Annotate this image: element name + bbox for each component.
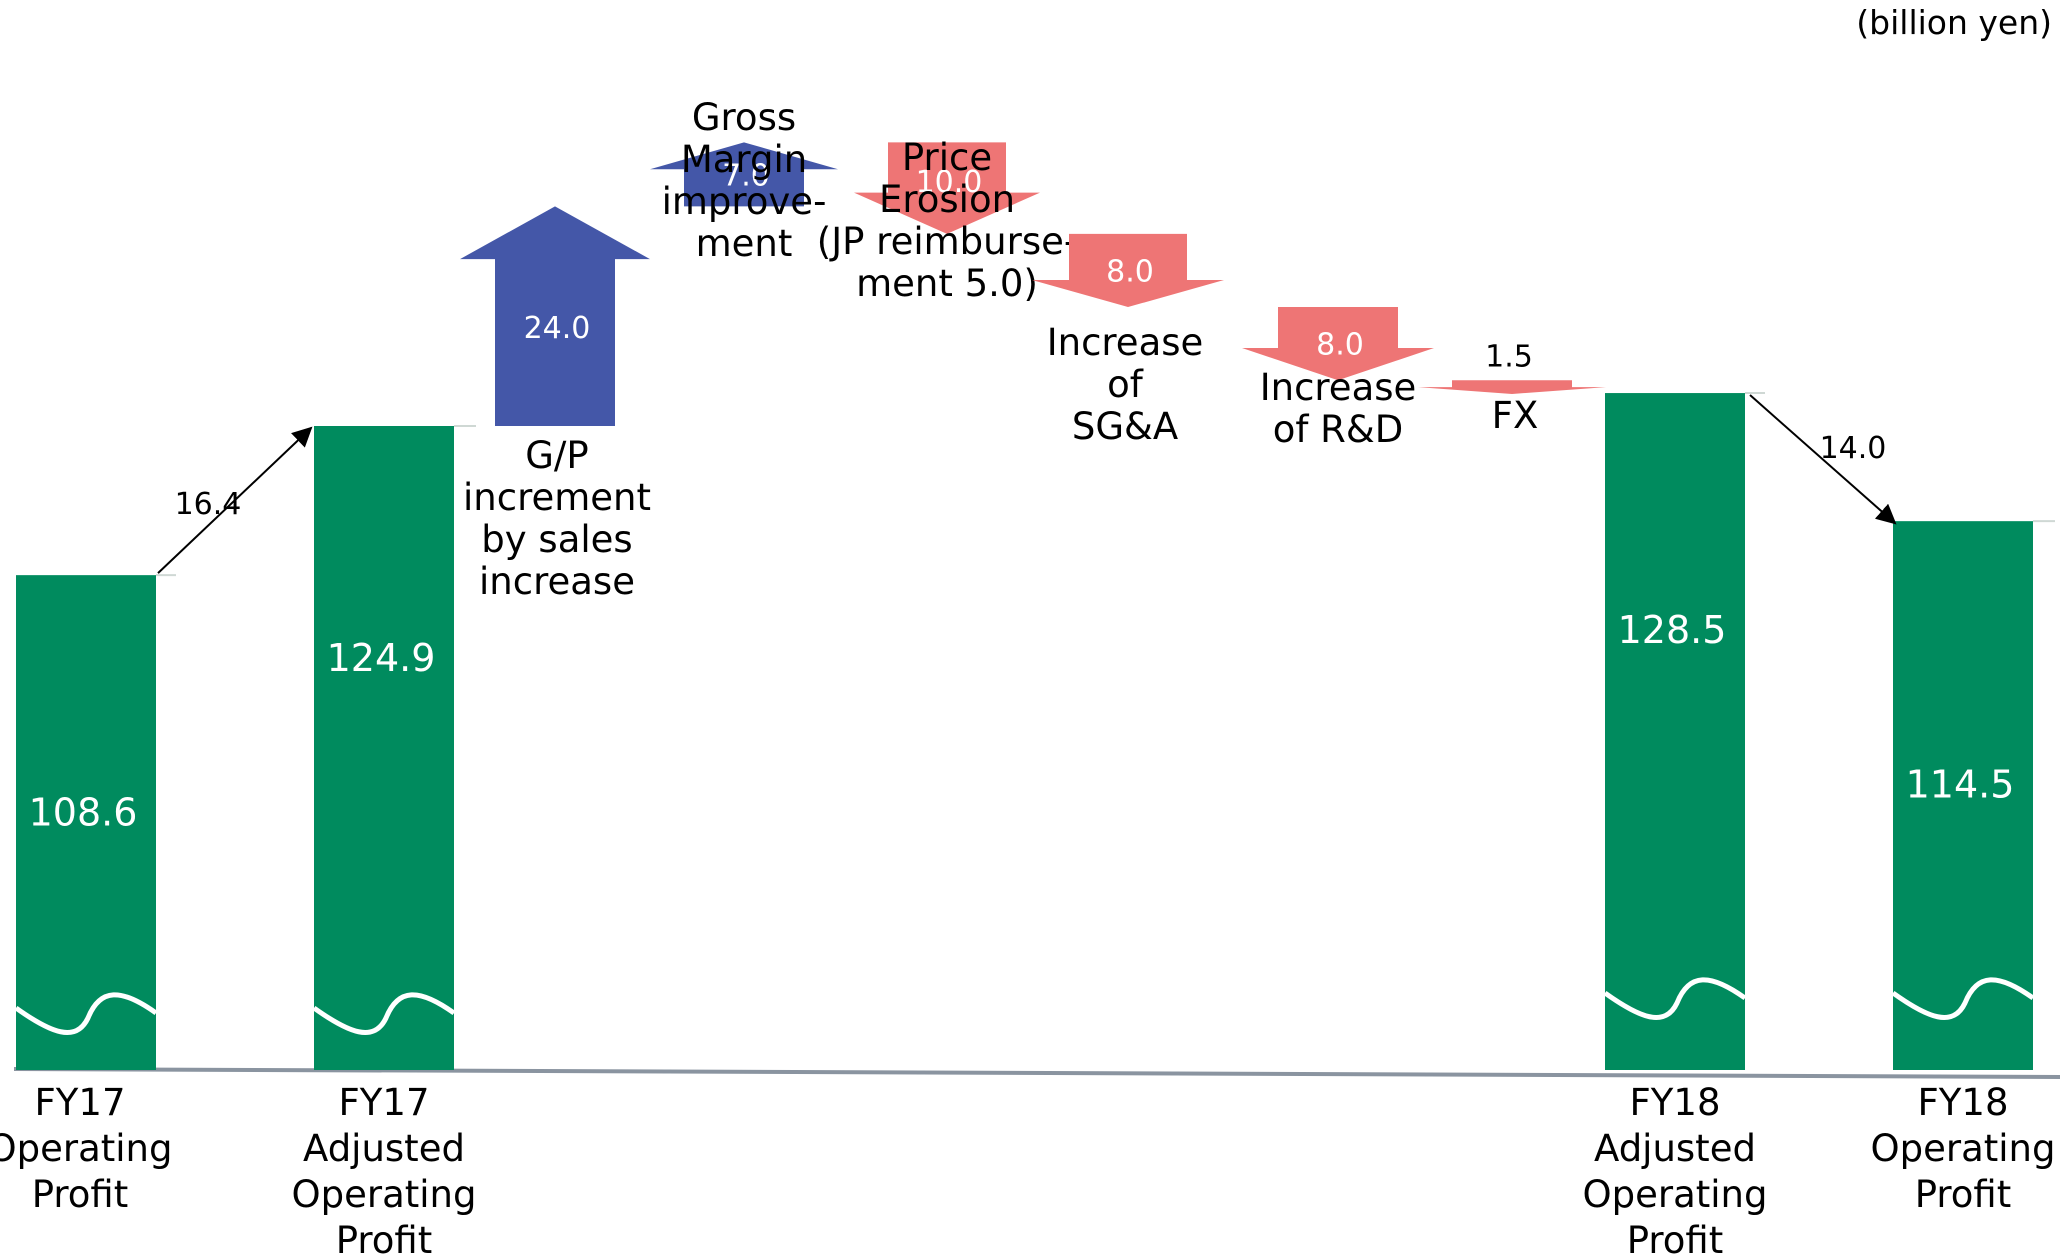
bar bbox=[1605, 393, 1745, 1070]
step-value: 1.5 bbox=[1485, 339, 1533, 374]
bar-label-line: Operating bbox=[1583, 1173, 1768, 1216]
bar-label-line: Profit bbox=[336, 1219, 433, 1259]
step-label-line: ment 5.0) bbox=[856, 262, 1038, 305]
bar-label-line: FY18 bbox=[1630, 1081, 1721, 1124]
decrease-arrow bbox=[1418, 380, 1606, 394]
step-label-line: of bbox=[1107, 363, 1144, 406]
decrease-arrow bbox=[1032, 233, 1224, 308]
step-label-line: G/P bbox=[525, 434, 588, 477]
bar-label-line: FY17 bbox=[35, 1081, 126, 1124]
step-label-line: ment bbox=[696, 222, 793, 265]
step-value: 7.0 bbox=[722, 158, 770, 193]
step-value: 24.0 bbox=[524, 311, 591, 346]
adjustment-group-2: 14.0 bbox=[1745, 392, 2055, 525]
increase-arrow bbox=[650, 142, 838, 207]
bar-label-line: Adjusted bbox=[1594, 1127, 1756, 1170]
bar-label-line: Profit bbox=[1627, 1219, 1724, 1259]
bar-value: 128.5 bbox=[1618, 608, 1727, 652]
bar bbox=[16, 575, 156, 1070]
step-label-line: FX bbox=[1492, 394, 1539, 437]
adjustment-arrow bbox=[1749, 394, 1897, 525]
bar-label-line: Adjusted bbox=[303, 1127, 465, 1170]
step-label-line: increment bbox=[463, 476, 651, 519]
adjustment-value: 14.0 bbox=[1820, 431, 1887, 466]
increase-arrow bbox=[460, 206, 650, 426]
bar-value: 124.9 bbox=[327, 636, 436, 680]
step-label-line: Erosion bbox=[879, 178, 1015, 221]
step-label-line: increase bbox=[479, 560, 635, 603]
bar-label-line: Profit bbox=[1915, 1173, 2012, 1216]
step-label-line: Price bbox=[902, 136, 992, 179]
step-label-line: Increase bbox=[1047, 321, 1204, 364]
step-label-line: improve- bbox=[662, 180, 827, 223]
bar-label-line: FY18 bbox=[1918, 1081, 2009, 1124]
step-label-line: Margin bbox=[681, 138, 807, 181]
bar bbox=[314, 426, 454, 1070]
bar-label-line: Operating bbox=[1871, 1127, 2056, 1170]
bar-value: 108.6 bbox=[29, 791, 138, 835]
step-label-line: of R&D bbox=[1273, 408, 1403, 451]
bar bbox=[1893, 521, 2033, 1070]
bar-label-line: Operating bbox=[292, 1173, 477, 1216]
axis-break-mark bbox=[1891, 977, 2035, 1020]
unit-label: (billion yen) bbox=[1856, 3, 2052, 42]
bar-value: 114.5 bbox=[1906, 763, 2015, 807]
step-value: 8.0 bbox=[1316, 328, 1364, 363]
adjustment-arrow bbox=[157, 426, 313, 574]
step-value: 8.0 bbox=[1106, 254, 1154, 289]
step-label-line: (JP reimburse- bbox=[817, 220, 1077, 263]
axis-break-mark bbox=[14, 992, 158, 1035]
step-value: 10.0 bbox=[916, 165, 983, 200]
step-group-6: 1.5 FX bbox=[1418, 339, 1606, 437]
axis-break-mark bbox=[312, 992, 456, 1035]
step-label-line: by sales bbox=[481, 518, 632, 561]
bar-label-line: Profit bbox=[32, 1173, 129, 1216]
step-label-line: Increase bbox=[1260, 366, 1417, 409]
decrease-arrow bbox=[1242, 307, 1434, 381]
bar-label-line: FY17 bbox=[339, 1081, 430, 1124]
bar-label-line: Operating bbox=[0, 1127, 172, 1170]
step-label-line: Gross bbox=[692, 96, 796, 139]
baseline bbox=[13, 1067, 2061, 1079]
adjustment-value: 16.4 bbox=[175, 487, 242, 522]
step-label-line: SG&A bbox=[1072, 405, 1178, 448]
axis-break-mark bbox=[1603, 977, 1747, 1020]
decrease-arrow bbox=[854, 142, 1040, 234]
adjustment-group-1: 16.4 bbox=[156, 425, 476, 577]
